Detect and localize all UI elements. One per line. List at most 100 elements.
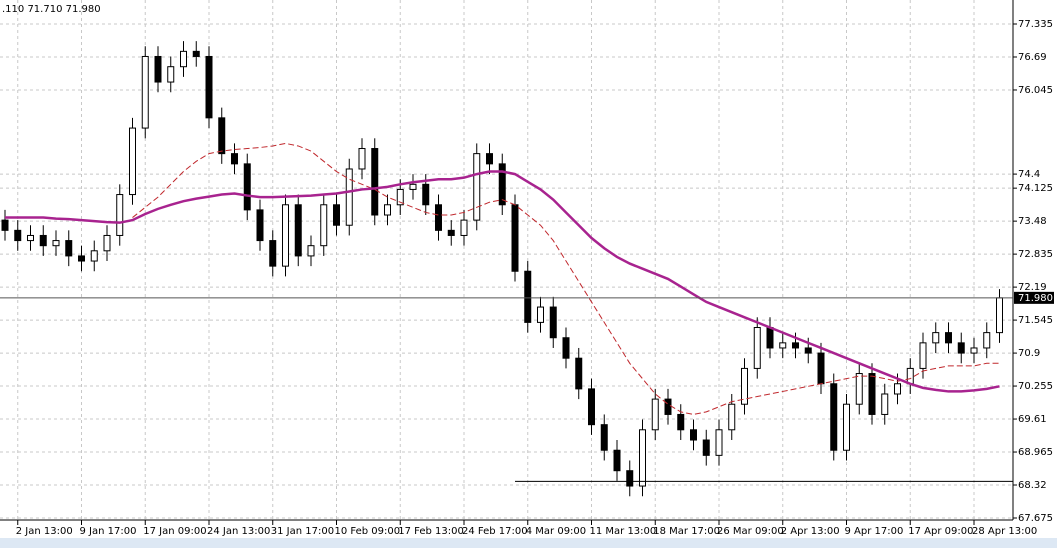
candle-body [728, 403, 736, 431]
candle-body [792, 342, 799, 349]
y-tick-label: 77.335 [1018, 19, 1053, 30]
candle-body [868, 373, 876, 415]
candle-body [422, 183, 430, 206]
candle-body [473, 153, 481, 221]
y-tick-label: 71.545 [1018, 315, 1053, 326]
candle-body [320, 204, 328, 247]
x-tick-label: 28 Apr 13:00 [972, 526, 1037, 537]
moving-average-fast [132, 142, 1000, 415]
candle-body [753, 327, 761, 369]
x-tick-label: 10 Feb 09:00 [335, 526, 401, 537]
candle-body [804, 347, 812, 354]
candle-body [103, 234, 111, 252]
candle-body [932, 332, 940, 344]
y-tick-label: 76.045 [1018, 85, 1053, 96]
candle-body [945, 332, 952, 344]
candle-body [906, 367, 914, 385]
candle-body [27, 234, 34, 242]
y-tick-label: 74.125 [1018, 183, 1053, 194]
y-tick-label: 70.9 [1018, 348, 1040, 359]
y-tick-label: 67.675 [1018, 513, 1053, 524]
candle-body [333, 204, 340, 226]
candle-body [486, 153, 493, 165]
candle-body [957, 342, 965, 354]
candle-body [537, 306, 544, 323]
candle-body [855, 373, 863, 405]
candle-body [205, 55, 213, 119]
x-tick-label: 17 Jan 09:00 [143, 526, 206, 537]
candle-body [460, 219, 468, 236]
candle-body [766, 327, 774, 349]
candle-body [549, 306, 557, 339]
y-tick-label: 76.69 [1018, 52, 1047, 63]
y-tick-label: 68.965 [1018, 447, 1053, 458]
candle-body [358, 148, 366, 170]
candle-body [511, 204, 519, 272]
candle-body [78, 255, 85, 262]
candle-body [90, 250, 98, 262]
candle-body [575, 357, 583, 390]
y-tick-label: 68.32 [1018, 480, 1047, 491]
candle-body [970, 347, 978, 354]
candle-body [447, 229, 455, 236]
x-tick-label: 9 Jan 17:00 [80, 526, 137, 537]
candle-body [269, 240, 277, 267]
candle-body [613, 449, 621, 472]
candle-body [396, 188, 404, 206]
candle-body [741, 367, 748, 405]
candle-body [843, 403, 850, 451]
candle-body [626, 470, 634, 487]
candle-body [894, 383, 901, 395]
candle-body [881, 393, 889, 415]
candle-body [524, 270, 532, 323]
y-tick-label: 73.48 [1018, 216, 1047, 227]
x-tick-label: 24 Feb 17:00 [462, 526, 528, 537]
candle-body [243, 163, 251, 211]
candle-body [141, 55, 149, 129]
candle-body [384, 204, 391, 216]
candle-body [180, 50, 187, 68]
candle-body [231, 153, 238, 165]
y-tick-label: 70.255 [1018, 381, 1053, 392]
y-tick-label: 69.61 [1018, 414, 1047, 425]
candle-body [651, 398, 659, 431]
candle-body [639, 429, 646, 487]
candle-body [294, 204, 302, 257]
candle-body [677, 413, 685, 431]
candle-body [600, 424, 608, 451]
x-tick-label: 24 Jan 13:00 [207, 526, 270, 537]
candle-body [779, 342, 787, 349]
candle-body [919, 342, 927, 369]
candle-body [588, 388, 595, 426]
candle-body [14, 229, 22, 242]
candle-body [345, 168, 353, 226]
last-price-label: 71.980 [1018, 293, 1053, 304]
candle-body [702, 439, 710, 456]
candle-body [154, 55, 162, 83]
x-tick-label: 2 Apr 13:00 [781, 526, 840, 537]
candle-body [435, 204, 442, 231]
candle-body [498, 163, 506, 206]
candle-body [218, 117, 226, 155]
candle-body [52, 240, 60, 247]
x-tick-label: 18 Mar 17:00 [653, 526, 720, 537]
candle-body [129, 127, 136, 196]
x-tick-label: 9 Apr 17:00 [845, 526, 904, 537]
x-tick-label: 11 Mar 13:00 [590, 526, 657, 537]
candle-body [715, 429, 723, 456]
header-text: .110 71.710 71.980 [2, 4, 101, 15]
candle-body [562, 337, 570, 359]
moving-average-slow [5, 170, 1000, 393]
candle-body [282, 204, 289, 267]
x-tick-label: 4 Mar 09:00 [526, 526, 586, 537]
y-tick-label: 72.835 [1018, 249, 1053, 260]
y-tick-label: 74.4 [1018, 169, 1040, 180]
candle-body [664, 398, 672, 415]
candle-body [192, 50, 200, 57]
x-tick-label: 2 Jan 13:00 [16, 526, 73, 537]
candle-body [371, 148, 379, 216]
candle-body [830, 383, 838, 451]
candle-body [983, 332, 991, 349]
candle-body [409, 183, 417, 190]
